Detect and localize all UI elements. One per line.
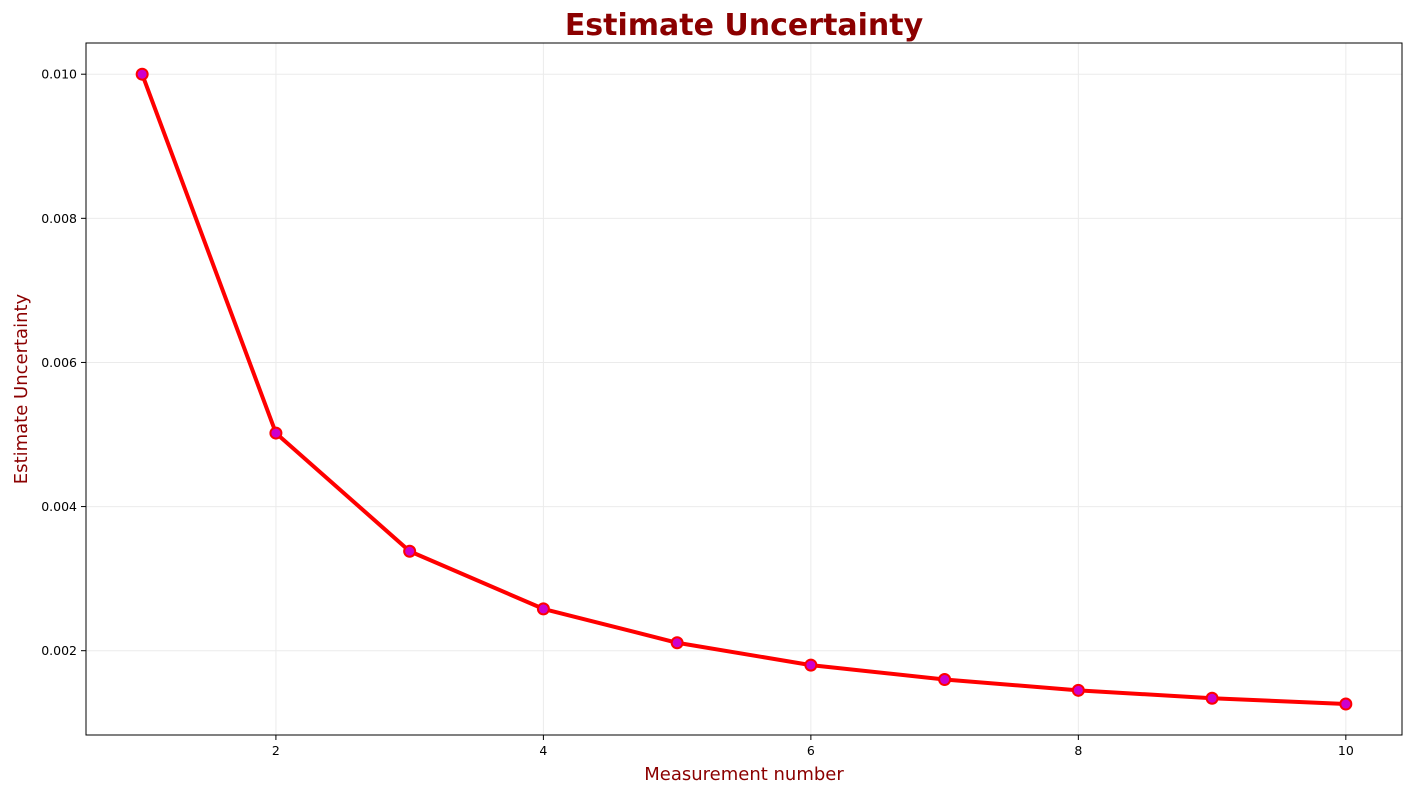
x-tick-label: 8: [1074, 743, 1082, 758]
y-tick-label: 0.010: [41, 67, 77, 82]
series-line: [140, 72, 1348, 707]
x-tick-label: 2: [272, 743, 280, 758]
y-tick-label: 0.004: [41, 499, 77, 514]
y-tick-label: 0.006: [41, 355, 77, 370]
y-tick-label: 0.008: [41, 211, 77, 226]
y-axis-ticks: 0.002 0.004 0.006 0.008 0.010: [41, 67, 86, 658]
data-point-marker: [804, 658, 818, 672]
data-point-marker: [1205, 691, 1219, 705]
y-axis-label: Estimate Uncertainty: [11, 293, 32, 484]
chart-title: Estimate Uncertainty: [565, 8, 924, 43]
x-tick-label: 4: [539, 743, 547, 758]
data-point-marker: [1339, 697, 1353, 711]
data-point-marker: [536, 602, 550, 616]
x-axis-ticks: 2 4 6 8 10: [272, 735, 1354, 758]
data-point-marker: [1071, 683, 1085, 697]
x-tick-label: 6: [807, 743, 815, 758]
series-line-layer: [140, 72, 1348, 707]
y-tick-label: 0.002: [41, 643, 77, 658]
data-points: [135, 67, 1353, 711]
data-point-marker: [269, 426, 283, 440]
plot-frame: [85, 42, 1403, 736]
x-axis-label: Measurement number: [644, 764, 844, 785]
data-point-marker: [403, 544, 417, 558]
data-point-marker: [135, 67, 149, 81]
gridlines: [86, 43, 1402, 735]
data-point-marker: [938, 673, 952, 687]
x-tick-label: 10: [1338, 743, 1354, 758]
data-point-marker: [670, 636, 684, 650]
